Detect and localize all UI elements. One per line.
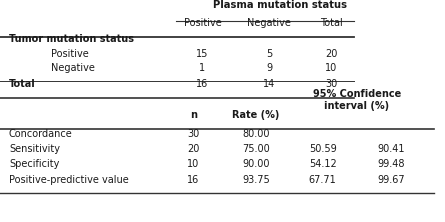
- Text: 20: 20: [187, 144, 200, 154]
- Text: 20: 20: [325, 49, 338, 59]
- Text: 10: 10: [325, 63, 338, 73]
- Text: Positive: Positive: [184, 18, 221, 28]
- Text: Sensitivity: Sensitivity: [9, 144, 60, 154]
- Text: Total: Total: [9, 79, 36, 89]
- Text: 99.48: 99.48: [377, 159, 405, 169]
- Text: Total: Total: [320, 18, 343, 28]
- Text: Plasma mutation status: Plasma mutation status: [213, 0, 348, 10]
- Text: 90.00: 90.00: [242, 159, 270, 169]
- Text: Specificity: Specificity: [9, 159, 59, 169]
- Text: 30: 30: [325, 79, 338, 89]
- Text: 1: 1: [199, 63, 206, 73]
- Text: 14: 14: [263, 79, 275, 89]
- Text: 9: 9: [266, 63, 272, 73]
- Text: 10: 10: [187, 159, 200, 169]
- Text: Positive: Positive: [51, 49, 89, 59]
- Text: 16: 16: [187, 175, 200, 185]
- Text: 95% Confidence
interval (%): 95% Confidence interval (%): [312, 89, 401, 111]
- Text: Positive-predictive value: Positive-predictive value: [9, 175, 129, 185]
- Text: 67.71: 67.71: [309, 175, 336, 185]
- Text: 54.12: 54.12: [309, 159, 336, 169]
- Text: 30: 30: [187, 129, 200, 139]
- Text: 15: 15: [196, 49, 209, 59]
- Text: 75.00: 75.00: [242, 144, 270, 154]
- Text: 5: 5: [266, 49, 272, 59]
- Text: 90.41: 90.41: [377, 144, 405, 154]
- Text: 50.59: 50.59: [309, 144, 336, 154]
- Text: 80.00: 80.00: [242, 129, 270, 139]
- Text: 93.75: 93.75: [242, 175, 270, 185]
- Text: Concordance: Concordance: [9, 129, 73, 139]
- Text: 16: 16: [196, 79, 209, 89]
- Text: Rate (%): Rate (%): [232, 110, 279, 120]
- Text: Negative: Negative: [51, 63, 95, 73]
- Text: 99.67: 99.67: [377, 175, 405, 185]
- Text: Negative: Negative: [247, 18, 291, 28]
- Text: Tumor mutation status: Tumor mutation status: [9, 34, 134, 44]
- Text: n: n: [190, 110, 197, 120]
